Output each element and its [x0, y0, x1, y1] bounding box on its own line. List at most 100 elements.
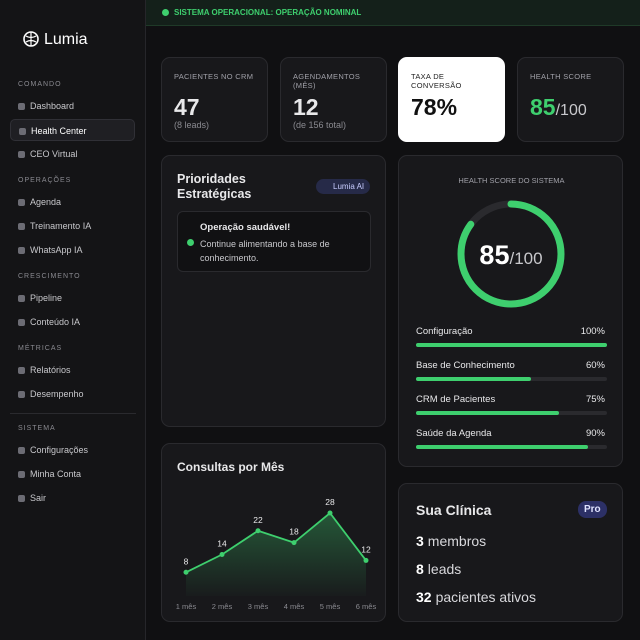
- nav-icon: [19, 128, 26, 135]
- nav-item[interactable]: Treinamento IA: [10, 215, 135, 237]
- point: [219, 552, 225, 557]
- point: [327, 510, 333, 516]
- stat-note: (8 leads): [174, 120, 210, 130]
- stat-card: PACIENTES NO CRM 47 (8 leads): [161, 57, 268, 142]
- alert-box: Operação saudável! Continue alimentando a…: [177, 211, 371, 272]
- stat-value: 12: [293, 94, 319, 121]
- nav-item[interactable]: Desempenho: [10, 383, 135, 405]
- metric-value: 100%: [580, 326, 605, 337]
- nav-item[interactable]: Sair: [10, 487, 135, 509]
- brand: Lumia: [44, 31, 88, 48]
- stat-number: 78%: [411, 94, 458, 120]
- nav-item[interactable]: Relatórios: [10, 359, 135, 381]
- stat-number: 47: [174, 94, 200, 120]
- score-ring: 85/100: [457, 200, 565, 308]
- stat-value: 78%: [411, 94, 457, 121]
- nav-label: CEO Virtual: [30, 149, 78, 159]
- metric-track: [416, 445, 607, 449]
- clinic-line: 3 membros: [416, 533, 486, 549]
- stat-card: AGENDAMENTOS (MÊS) 12 (de 156 total): [280, 57, 387, 142]
- chart-title: Consultas por Mês: [177, 460, 285, 474]
- metric-bar: [416, 445, 588, 449]
- status-text: SISTEMA OPERACIONAL: OPERAÇÃO NOMINAL: [174, 8, 362, 17]
- stat-card: TAXA DE CONVERSÃO 78%: [398, 57, 505, 142]
- nav-icon: [18, 391, 25, 398]
- x-tick-label: 2 mês: [212, 602, 233, 611]
- nav-item[interactable]: Agenda: [10, 191, 135, 213]
- value-label: 28: [325, 497, 335, 507]
- x-tick-label: 6 mês: [356, 602, 377, 611]
- nav-item[interactable]: Conteúdo IA: [10, 311, 135, 333]
- status-bar: SISTEMA OPERACIONAL: OPERAÇÃO NOMINAL: [146, 0, 640, 26]
- nav-label: WhatsApp IA: [30, 245, 83, 255]
- x-tick-label: 1 mês: [176, 602, 197, 611]
- stat-label: TAXA DE CONVERSÃO: [411, 72, 462, 90]
- nav-icon: [18, 495, 25, 502]
- stat-label: AGENDAMENTOS (MÊS): [293, 72, 361, 90]
- nav-label: Minha Conta: [30, 469, 82, 479]
- nav-item[interactable]: WhatsApp IA: [10, 239, 135, 261]
- chart-panel: Consultas por Mês 8 1 mês 14 2 mês 22 3 mês 18 4…: [161, 443, 386, 622]
- nav-label: Health Center: [31, 126, 87, 136]
- point: [291, 540, 297, 546]
- clinic-line: 8 leads: [416, 561, 461, 577]
- nav-item[interactable]: Health Center: [10, 119, 135, 141]
- ai-badge: Lumia AI: [316, 179, 371, 194]
- nav-icon: [18, 151, 25, 158]
- metric-name: CRM de Pacientes: [416, 394, 496, 405]
- stat-number: 12: [293, 94, 319, 120]
- nav-icon: [18, 199, 25, 206]
- section-title: MÉTRICAS: [18, 345, 63, 352]
- clinic-label: membros: [427, 533, 487, 549]
- line-area: [186, 513, 366, 596]
- nav-icon: [18, 471, 25, 478]
- panel-title: Prioridades Estratégicas: [177, 172, 252, 201]
- pro-badge: Pro: [578, 501, 607, 518]
- nav-label: Treinamento IA: [30, 221, 92, 231]
- section-title: COMANDO: [18, 81, 62, 88]
- clinic-count: 8: [416, 561, 424, 577]
- metric-name: Configuração: [416, 326, 473, 337]
- stat-note: (de 156 total): [293, 120, 347, 130]
- value-label: 14: [217, 539, 227, 549]
- clinic-label: leads: [427, 561, 462, 577]
- line: [185, 511, 367, 574]
- value-label: 18: [289, 527, 299, 537]
- section-title: CRESCIMENTO: [18, 273, 81, 280]
- nav-icon: [18, 247, 25, 254]
- metric-name: Base de Conhecimento: [416, 360, 515, 371]
- value-label: 22: [253, 515, 263, 525]
- metric-bar: [416, 411, 560, 415]
- nav-item[interactable]: CEO Virtual: [10, 143, 135, 165]
- metric-value: 75%: [585, 394, 605, 405]
- nav-item[interactable]: Minha Conta: [10, 463, 135, 485]
- nav-item[interactable]: Configurações: [10, 439, 135, 461]
- health-panel: HEALTH SCORE DO SISTEMA 85/100 Configuraçã…: [398, 155, 623, 467]
- sidebar: Lumia COMANDO Dashboard Health Center CEO V…: [0, 0, 146, 640]
- nav-icon: [18, 103, 25, 110]
- metric-value: 60%: [585, 360, 605, 371]
- ring-arc: [457, 200, 565, 308]
- panel-label: HEALTH SCORE DO SISTEMA: [458, 176, 565, 185]
- alert-text: Continue alimentando a base de conhecime…: [200, 239, 330, 263]
- section-title: SISTEMA: [18, 425, 56, 432]
- nav-item[interactable]: Dashboard: [10, 95, 135, 117]
- stat-value: 85/100: [530, 94, 587, 121]
- nav-item[interactable]: Pipeline: [10, 287, 135, 309]
- score-number: 85: [479, 240, 509, 270]
- nav-label: Desempenho: [30, 389, 84, 399]
- point: [255, 528, 261, 534]
- nav-label: Dashboard: [30, 101, 75, 111]
- clinic-count: 32: [416, 589, 432, 605]
- point: [183, 569, 189, 575]
- stat-number: 85: [530, 94, 556, 120]
- nav-label: Conteúdo IA: [30, 317, 81, 327]
- nav-label: Configurações: [30, 445, 89, 455]
- stat-suffix: /100: [555, 102, 587, 119]
- nav-label: Pipeline: [30, 293, 63, 303]
- nav-icon: [18, 223, 25, 230]
- x-tick-label: 4 mês: [284, 602, 305, 611]
- score-max: /100: [509, 249, 542, 268]
- section-title: OPERAÇÕES: [18, 177, 72, 184]
- stat-card: HEALTH SCORE 85/100: [517, 57, 624, 142]
